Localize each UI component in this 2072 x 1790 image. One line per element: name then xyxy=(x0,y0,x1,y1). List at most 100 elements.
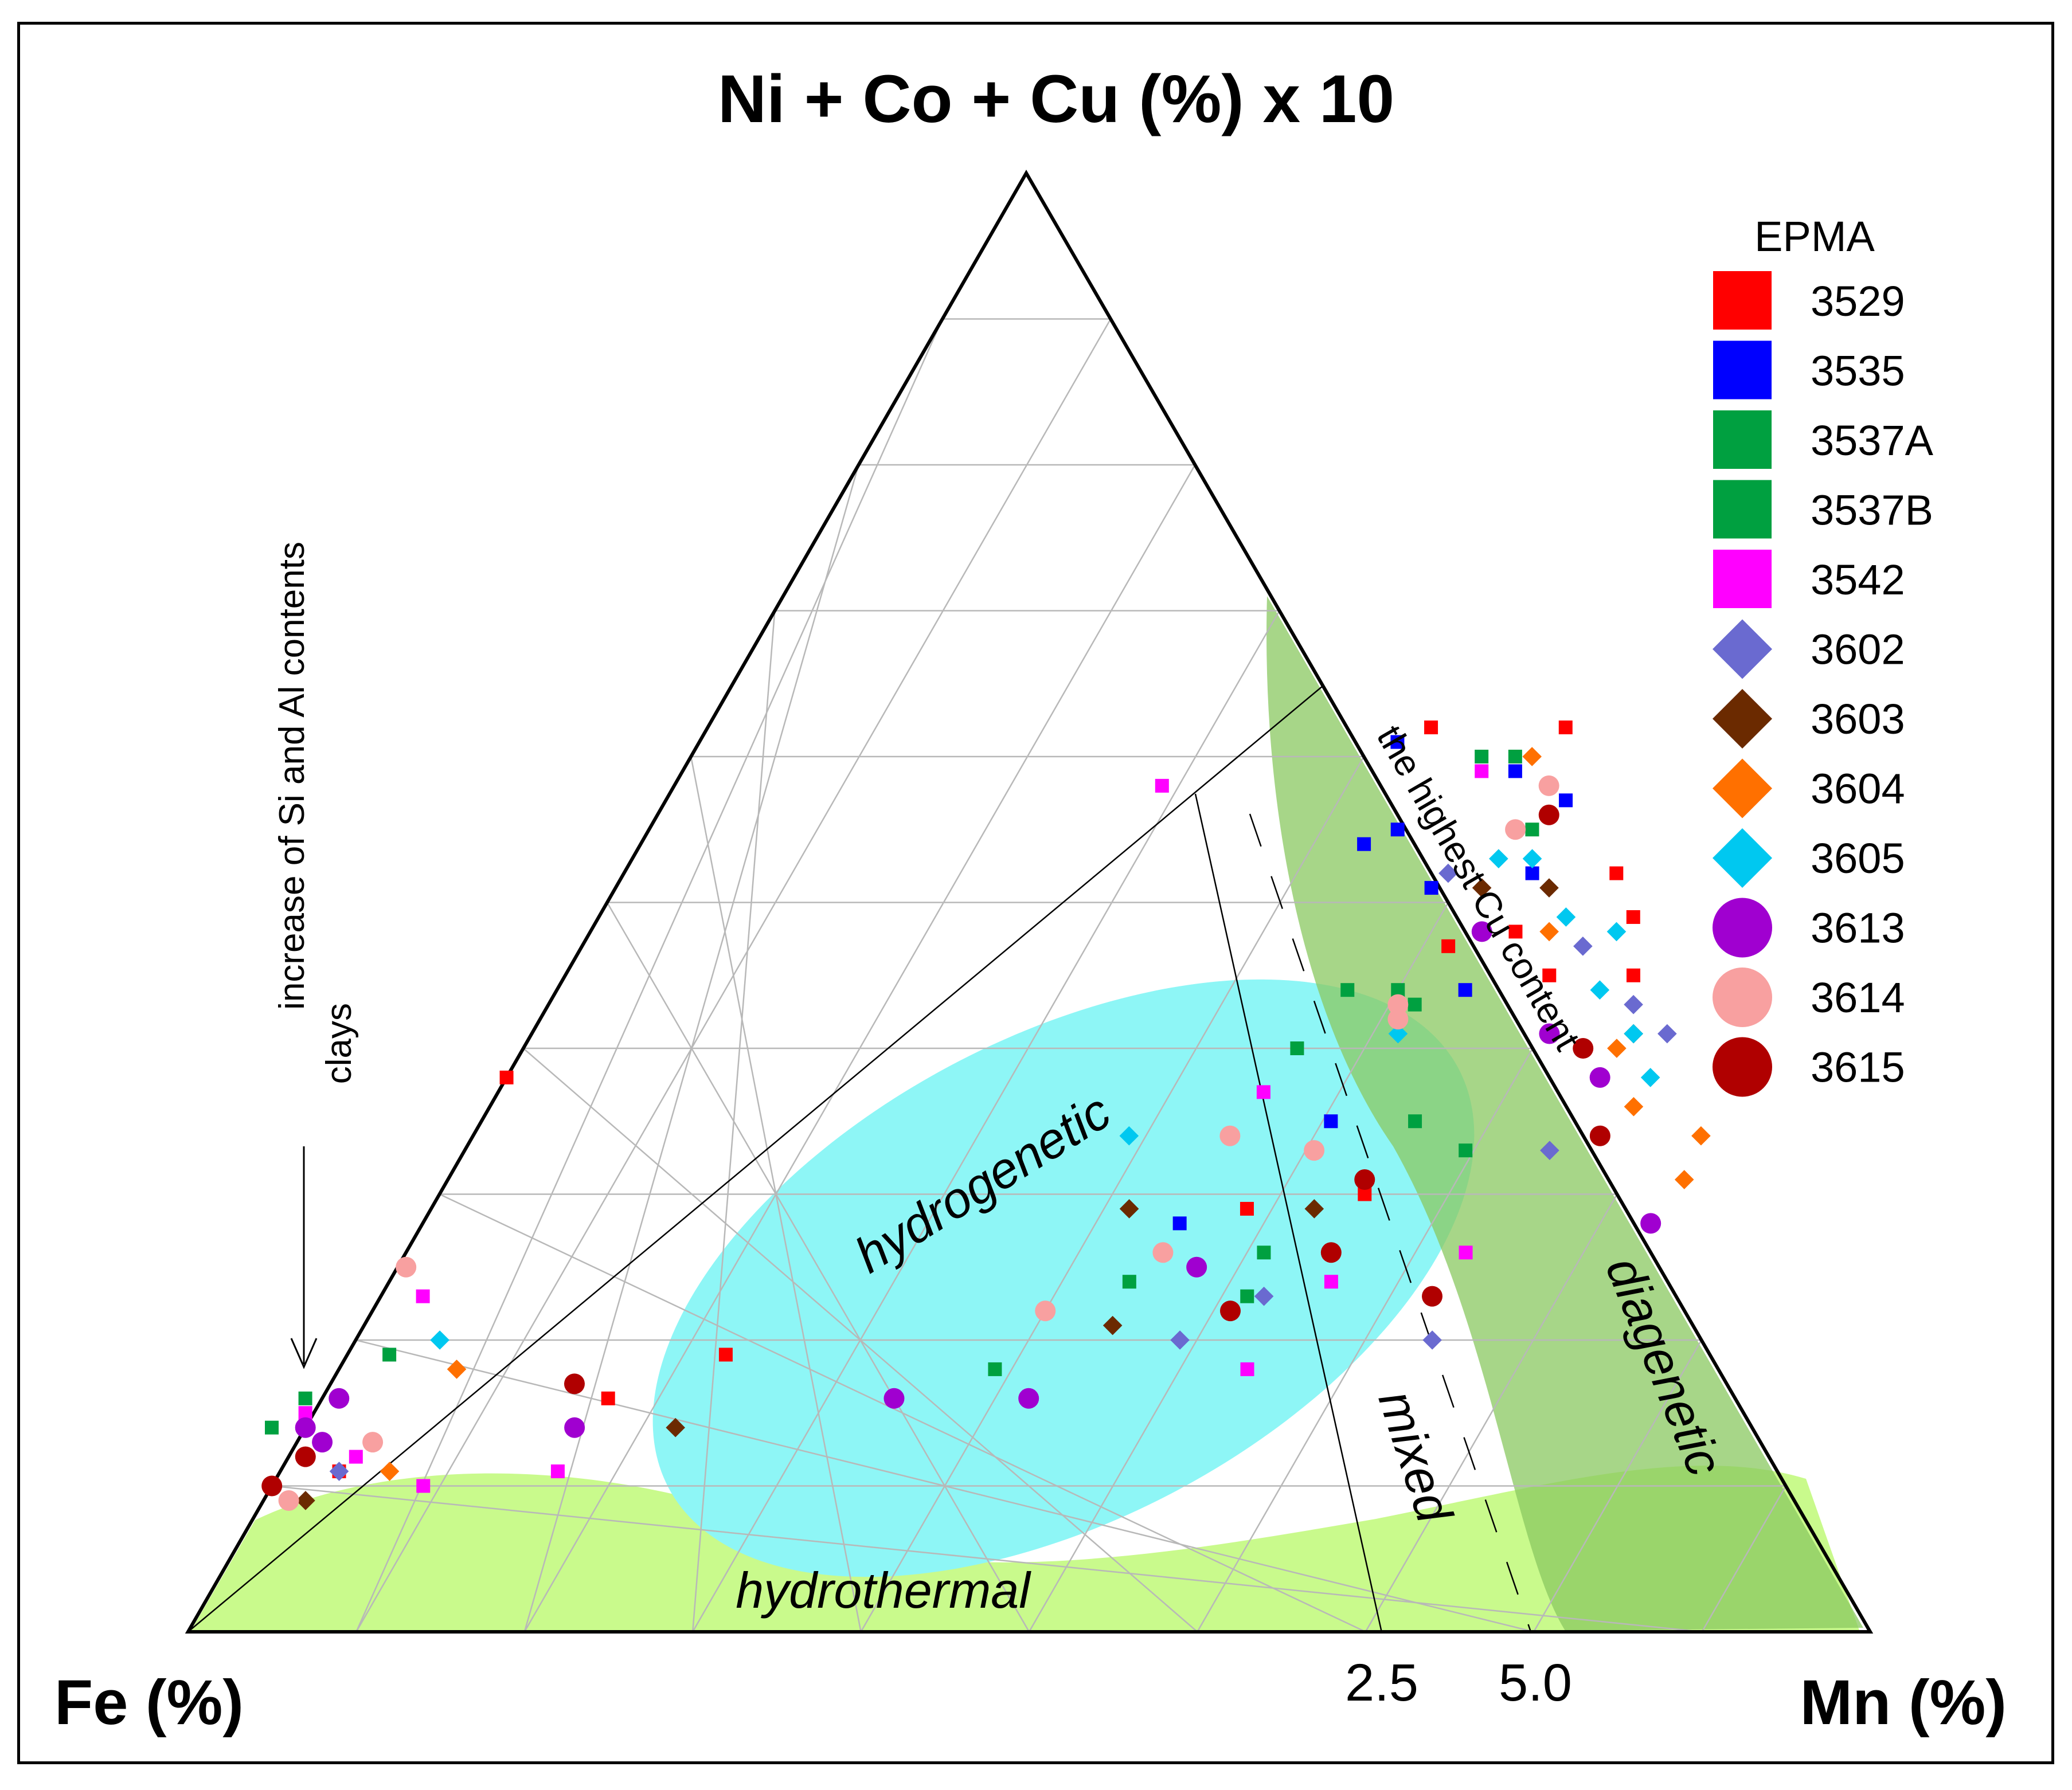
point-3542-10 xyxy=(550,1464,565,1479)
point-3613-7 xyxy=(329,1388,350,1409)
diagenetic-region xyxy=(1266,596,1863,1631)
legend-marker-3615 xyxy=(1713,1037,1772,1097)
point-3613-3 xyxy=(1640,1213,1661,1234)
point-3605-0 xyxy=(1489,849,1508,868)
point-3605-6 xyxy=(1119,1126,1139,1146)
chart-title: Ni + Co + Cu (%) x 10 xyxy=(718,61,1394,137)
grid-line xyxy=(272,1485,1702,1633)
point-3604-5 xyxy=(447,1360,467,1379)
point-3529-1 xyxy=(1508,925,1523,939)
base-tick-2-5: 2.5 xyxy=(1345,1654,1418,1712)
point-3613-2 xyxy=(1589,1067,1610,1088)
point-3603-6 xyxy=(1539,878,1559,898)
clays-arrow-head xyxy=(290,1338,318,1369)
point-3542-1 xyxy=(1475,764,1489,778)
point-3542-11 xyxy=(416,1479,431,1493)
point-3604-2 xyxy=(1624,1097,1644,1117)
ternary-grid xyxy=(272,318,1786,1633)
point-3542-6 xyxy=(1459,1245,1473,1260)
point-3537A-3 xyxy=(1340,983,1355,997)
point-3615-6 xyxy=(564,1373,585,1395)
point-3615-5 xyxy=(1422,1286,1443,1307)
point-3614-0 xyxy=(1538,775,1559,796)
grid-line xyxy=(439,1193,1366,1633)
point-3605-5 xyxy=(1624,1024,1643,1044)
legend-label-3603: 3603 xyxy=(1811,695,1905,743)
triangle-outline xyxy=(185,169,1874,1634)
grid-line xyxy=(1533,1339,1702,1632)
point-3535-2 xyxy=(1424,881,1438,895)
point-3613-10 xyxy=(312,1432,333,1453)
point-3537A-2 xyxy=(1290,1041,1304,1055)
grid-line xyxy=(1365,1193,1618,1632)
point-3603-4 xyxy=(666,1417,685,1438)
legend-label-3614: 3614 xyxy=(1811,974,1905,1021)
legend-label-3537B: 3537B xyxy=(1811,487,1933,534)
grid-line xyxy=(1701,1485,1786,1632)
grid-line xyxy=(522,1048,1198,1632)
point-3535-1 xyxy=(1324,1114,1338,1129)
point-3604-1 xyxy=(1539,922,1559,942)
legend-label-3537A: 3537A xyxy=(1811,417,1934,464)
regions xyxy=(189,596,1863,1634)
point-3605-9 xyxy=(1640,1068,1660,1087)
point-3537A-8 xyxy=(1525,822,1539,837)
left-axis-label: Fe (%) xyxy=(54,1667,244,1738)
point-3605-7 xyxy=(430,1330,449,1350)
point-3615-0 xyxy=(1538,804,1559,825)
point-3537A-1 xyxy=(1475,750,1489,763)
legend-label-3535: 3535 xyxy=(1811,347,1905,395)
point-3613-5 xyxy=(1018,1388,1039,1409)
legend: EPMA 352935353537A3537B35423602360336043… xyxy=(1713,213,1934,1097)
point-3613-4 xyxy=(1186,1256,1207,1278)
legend-marker-3529 xyxy=(1713,271,1772,330)
point-3603-3 xyxy=(1304,1199,1324,1219)
point-3529-7 xyxy=(1542,968,1557,982)
point-3614-1 xyxy=(1505,819,1526,840)
grid-line xyxy=(606,902,1030,1632)
point-3615-8 xyxy=(261,1475,283,1497)
point-3537B-1 xyxy=(1408,997,1422,1012)
point-3537B-4 xyxy=(265,1420,279,1435)
mixed-label: mixed xyxy=(1368,1384,1464,1531)
legend-marker-3542 xyxy=(1713,550,1772,608)
point-3529-6 xyxy=(1626,910,1640,924)
legend-label-3542: 3542 xyxy=(1811,556,1905,604)
point-3615-7 xyxy=(295,1446,316,1467)
point-3604-0 xyxy=(1522,747,1542,766)
legend-label-3615: 3615 xyxy=(1811,1044,1905,1091)
point-3529-8 xyxy=(1441,939,1456,953)
point-3529-3 xyxy=(499,1070,514,1084)
point-3542-0 xyxy=(1155,778,1169,793)
base-tick-5-0: 5.0 xyxy=(1499,1654,1572,1712)
data-points xyxy=(261,720,1711,1511)
legend-label-3602: 3602 xyxy=(1811,626,1905,673)
point-3603-1 xyxy=(1119,1199,1139,1219)
point-3602-2 xyxy=(1540,1141,1559,1160)
clays-annotation-line1: increase of Si and Al contents xyxy=(272,542,312,1010)
hydrothermal-label: hydrothermal xyxy=(736,1562,1031,1619)
point-3535-0 xyxy=(1390,735,1405,749)
point-3605-4 xyxy=(1388,1024,1408,1044)
point-3535-8 xyxy=(1458,983,1472,997)
legend-marker-3603 xyxy=(1713,689,1772,749)
point-3535-6 xyxy=(1525,866,1539,880)
point-3542-7 xyxy=(416,1289,430,1303)
legend-marker-3614 xyxy=(1713,968,1772,1027)
point-3614-10 xyxy=(278,1490,299,1511)
grid-line xyxy=(1197,1048,1534,1632)
clays-boundary-line xyxy=(187,686,1323,1632)
point-3535-4 xyxy=(1172,1216,1187,1231)
point-3615-1 xyxy=(1589,1125,1610,1146)
point-3603-2 xyxy=(1103,1315,1123,1335)
legend-marker-3605 xyxy=(1713,828,1772,888)
point-3602-3 xyxy=(1254,1286,1274,1306)
point-3614-4 xyxy=(1219,1125,1241,1146)
point-3535-7 xyxy=(1357,837,1371,851)
point-3542-8 xyxy=(349,1450,363,1464)
point-3602-0 xyxy=(1438,863,1458,883)
point-3535-9 xyxy=(1559,793,1573,808)
point-3529-2 xyxy=(1424,720,1438,735)
point-3613-6 xyxy=(883,1388,905,1409)
point-3537B-0 xyxy=(298,1391,312,1405)
